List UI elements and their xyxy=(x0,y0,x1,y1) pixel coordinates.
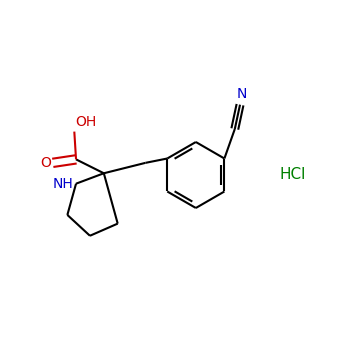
Text: O: O xyxy=(40,156,51,170)
Text: HCl: HCl xyxy=(279,168,306,182)
Text: OH: OH xyxy=(75,115,97,129)
Text: N: N xyxy=(237,86,247,100)
Text: NH: NH xyxy=(52,177,73,191)
